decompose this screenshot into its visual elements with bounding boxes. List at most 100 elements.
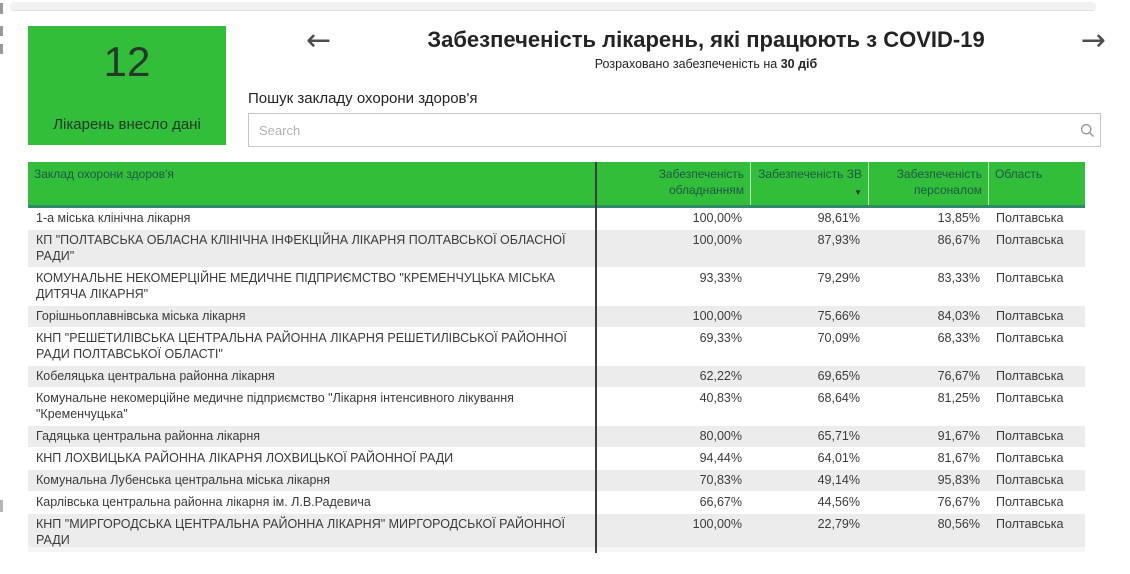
table-row[interactable]: КОМУНАЛЬНЕ НЕКОМЕРЦІЙНЕ МЕДИЧНЕ ПІДПРИЄМ… bbox=[28, 268, 1085, 306]
hospitals-table: Заклад охорони здоров'я Забезпеченість о… bbox=[28, 162, 1085, 552]
cell-equipment: 40,83% bbox=[699, 391, 742, 405]
cell-ppe: 79,29% bbox=[817, 271, 860, 285]
cell-staff: 68,33% bbox=[937, 331, 980, 345]
title-block: Забезпеченість лікарень, які працюють з … bbox=[335, 26, 1077, 71]
arrow-left-icon[interactable]: ← bbox=[302, 26, 335, 56]
table-bottom-fade bbox=[28, 547, 1085, 552]
cell-region: Полтавська bbox=[996, 451, 1064, 465]
column-header-ppe-label: Забезпеченість ЗВ bbox=[758, 167, 862, 181]
cell-ppe: 98,61% bbox=[817, 211, 860, 225]
cell-name: 1-а міська клінічна лікарня bbox=[36, 211, 191, 225]
search-label: Пошук закладу охорони здоров'я bbox=[248, 90, 478, 107]
cell-equipment: 93,33% bbox=[699, 271, 742, 285]
cell-ppe: 75,66% bbox=[817, 309, 860, 323]
search-icon[interactable] bbox=[1074, 123, 1100, 138]
cell-name: КОМУНАЛЬНЕ НЕКОМЕРЦІЙНЕ МЕДИЧНЕ ПІДПРИЄМ… bbox=[36, 271, 556, 301]
cell-ppe: 70,09% bbox=[817, 331, 860, 345]
cell-region: Полтавська bbox=[996, 271, 1064, 285]
cell-name: КП "ПОЛТАВСЬКА ОБЛАСНА КЛІНІЧНА ІНФЕКЦІЙ… bbox=[36, 233, 566, 263]
cell-name: КНП "РЕШЕТИЛІВСЬКА ЦЕНТРАЛЬНА РАЙОННА ЛІ… bbox=[36, 331, 567, 361]
cell-equipment: 100,00% bbox=[692, 211, 742, 225]
cell-region: Полтавська bbox=[996, 391, 1064, 405]
cell-ppe: 87,93% bbox=[817, 233, 860, 247]
cell-equipment: 69,33% bbox=[699, 331, 742, 345]
column-divider bbox=[595, 162, 597, 553]
cell-ppe: 49,14% bbox=[817, 473, 860, 487]
cell-equipment: 66,67% bbox=[699, 495, 742, 509]
cell-ppe: 65,71% bbox=[817, 429, 860, 443]
cell-staff: 81,67% bbox=[937, 451, 980, 465]
cell-region: Полтавська bbox=[996, 233, 1064, 247]
cell-staff: 83,33% bbox=[937, 271, 980, 285]
hospitals-count-card: 12 Лікарень внесло дані bbox=[28, 26, 226, 145]
table-row[interactable]: Карлівська центральна районна лікарня ім… bbox=[28, 492, 1085, 514]
column-header-region[interactable]: Область bbox=[988, 162, 1085, 205]
cell-region: Полтавська bbox=[996, 369, 1064, 383]
table-row[interactable]: Комунальна Лубенська центральна міська л… bbox=[28, 470, 1085, 492]
cell-name: Комунальне некомерційне медичне підприєм… bbox=[36, 391, 514, 421]
cell-name: Комунальна Лубенська центральна міська л… bbox=[36, 473, 331, 487]
table-row[interactable]: Кобеляцька центральна районна лікарня 62,… bbox=[28, 366, 1085, 388]
cell-equipment: 100,00% bbox=[692, 517, 742, 531]
column-header-name[interactable]: Заклад охорони здоров'я bbox=[34, 167, 174, 181]
column-header-ppe[interactable]: Забезпеченість ЗВ ▼ bbox=[750, 162, 868, 205]
cell-staff: 13,85% bbox=[937, 211, 980, 225]
cell-equipment: 62,22% bbox=[699, 369, 742, 383]
cell-equipment: 100,00% bbox=[692, 309, 742, 323]
cell-staff: 81,25% bbox=[937, 391, 980, 405]
screen-edge-artifact bbox=[0, 500, 3, 512]
cell-name: КНП ЛОХВИЦЬКА РАЙОННА ЛІКАРНЯ ЛОХВИЦЬКОЇ… bbox=[36, 451, 454, 465]
table-row[interactable]: КНП "МИРГОРОДСЬКА ЦЕНТРАЛЬНА РАЙОННА ЛІК… bbox=[28, 514, 1085, 552]
cell-name: Кобеляцька центральна районна лікарня bbox=[36, 369, 275, 383]
table-header: Заклад охорони здоров'я Забезпеченість о… bbox=[28, 162, 1085, 208]
table-row[interactable]: Комунальне некомерційне медичне підприєм… bbox=[28, 388, 1085, 426]
column-header-staff[interactable]: Забезпеченість персоналом bbox=[868, 162, 988, 205]
page-title: Забезпеченість лікарень, які працюють з … bbox=[427, 27, 985, 52]
search-box bbox=[248, 113, 1101, 147]
hospitals-count-label: Лікарень внесло дані bbox=[53, 116, 201, 133]
cell-name: Горішньоплавнівська міська лікарня bbox=[36, 309, 246, 323]
arrow-right-icon[interactable]: → bbox=[1077, 26, 1110, 56]
cell-region: Полтавська bbox=[996, 495, 1064, 509]
cell-ppe: 68,64% bbox=[817, 391, 860, 405]
cell-name: КНП "МИРГОРОДСЬКА ЦЕНТРАЛЬНА РАЙОННА ЛІК… bbox=[36, 517, 565, 547]
sort-descending-icon: ▼ bbox=[854, 188, 862, 197]
cell-region: Полтавська bbox=[996, 331, 1064, 345]
cell-ppe: 44,56% bbox=[817, 495, 860, 509]
horizontal-scrollbar[interactable] bbox=[10, 2, 1096, 11]
cell-staff: 76,67% bbox=[937, 495, 980, 509]
cell-ppe: 69,65% bbox=[817, 369, 860, 383]
table-row[interactable]: КНП ЛОХВИЦЬКА РАЙОННА ЛІКАРНЯ ЛОХВИЦЬКОЇ… bbox=[28, 448, 1085, 470]
cell-equipment: 100,00% bbox=[692, 233, 742, 247]
cell-staff: 95,83% bbox=[937, 473, 980, 487]
table-row[interactable]: Горішньоплавнівська міська лікарня 100,00… bbox=[28, 306, 1085, 328]
subtitle-text: Розраховано забезпеченість на bbox=[594, 57, 781, 71]
table-row[interactable]: КП "ПОЛТАВСЬКА ОБЛАСНА КЛІНІЧНА ІНФЕКЦІЙ… bbox=[28, 230, 1085, 268]
cell-staff: 76,67% bbox=[937, 369, 980, 383]
cell-ppe: 64,01% bbox=[817, 451, 860, 465]
table-row[interactable]: 1-а міська клінічна лікарня 100,00% 98,61%… bbox=[28, 208, 1085, 230]
cell-region: Полтавська bbox=[996, 517, 1064, 531]
table-row[interactable]: КНП "РЕШЕТИЛІВСЬКА ЦЕНТРАЛЬНА РАЙОННА ЛІ… bbox=[28, 328, 1085, 366]
screen-edge-artifact bbox=[0, 3, 3, 14]
cell-equipment: 80,00% bbox=[699, 429, 742, 443]
cell-name: Гадяцька центральна районна лікарня bbox=[36, 429, 261, 443]
cell-name: Карлівська центральна районна лікарня ім… bbox=[36, 495, 371, 509]
cell-equipment: 94,44% bbox=[699, 451, 742, 465]
search-input[interactable] bbox=[249, 114, 1074, 146]
cell-region: Полтавська bbox=[996, 473, 1064, 487]
cell-staff: 80,56% bbox=[937, 517, 980, 531]
cell-region: Полтавська bbox=[996, 309, 1064, 323]
table-body: 1-а міська клінічна лікарня 100,00% 98,61%… bbox=[28, 208, 1085, 552]
screen-edge-artifact bbox=[0, 44, 3, 54]
table-row[interactable]: Гадяцька центральна районна лікарня 80,00… bbox=[28, 426, 1085, 448]
cell-region: Полтавська bbox=[996, 211, 1064, 225]
column-header-equipment[interactable]: Забезпеченість обладнанням bbox=[595, 162, 750, 205]
cell-equipment: 70,83% bbox=[699, 473, 742, 487]
cell-ppe: 22,79% bbox=[817, 517, 860, 531]
screen-edge-artifact bbox=[0, 26, 3, 36]
cell-staff: 86,67% bbox=[937, 233, 980, 247]
hospitals-count-value: 12 bbox=[103, 38, 151, 85]
report-header: ← Забезпеченість лікарень, які працюють … bbox=[302, 26, 1110, 72]
